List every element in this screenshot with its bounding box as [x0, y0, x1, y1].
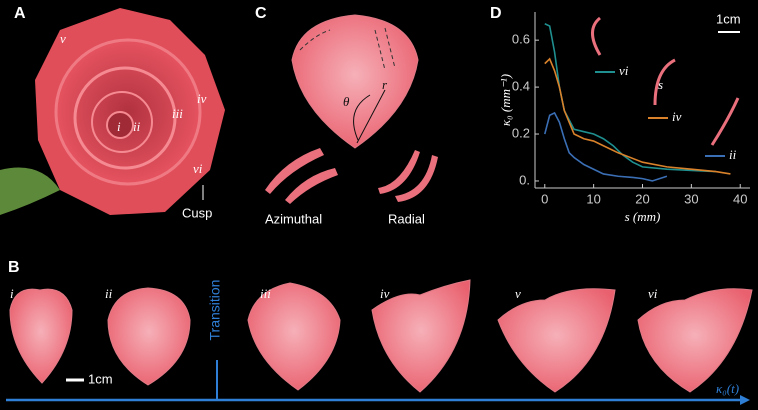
- x-tick-label: 40: [733, 191, 747, 206]
- rose-label: ii: [133, 119, 141, 134]
- y-tick-label: 0.2: [512, 125, 530, 140]
- legend-label: vi: [619, 63, 629, 78]
- y-tick-label: 0.6: [512, 32, 530, 47]
- transition-label: Transition: [207, 280, 223, 341]
- rose-label: i: [117, 119, 121, 134]
- rose-label: vi: [193, 161, 203, 176]
- panel-label: A: [14, 5, 26, 22]
- azimuthal-strips: [265, 148, 338, 204]
- theta-label: θ: [343, 94, 350, 109]
- inset-petal: [710, 97, 740, 146]
- petal-label: iii: [260, 286, 271, 301]
- kappa-axis-label: κ₀(t): [716, 381, 739, 396]
- radial-strips: [378, 150, 438, 202]
- petal-photo: [291, 14, 419, 149]
- data-line: [543, 111, 668, 182]
- scale-label: 1cm: [716, 11, 741, 26]
- petal-label: iv: [380, 286, 390, 301]
- petal-label: vi: [648, 286, 658, 301]
- r-label: r: [382, 77, 388, 92]
- x-tick-label: 30: [684, 191, 698, 206]
- cut-lines: [299, 27, 396, 71]
- rose-label: iii: [172, 106, 183, 121]
- panel-label: D: [490, 5, 502, 22]
- polar-arrows: [353, 89, 386, 144]
- rose-label: iv: [197, 91, 207, 106]
- scale-label: 1cm: [88, 371, 113, 386]
- petal-label: v: [515, 286, 521, 301]
- inset-s-label: s: [658, 77, 663, 92]
- kappa-arrowhead: [740, 395, 750, 405]
- y-axis-label: κ₀ (mm⁻¹): [498, 74, 513, 126]
- radial-label: Radial: [388, 211, 425, 226]
- inset-petal: [591, 16, 602, 56]
- panel-label: B: [8, 259, 20, 276]
- data-line: [544, 57, 731, 175]
- curvature-chart: 0. 0.2 0.4 0.6 0 10 20 30 40 s (mm) κ₀ (mm⁻¹) 1cm vi…: [498, 11, 750, 224]
- petal-row: [9, 279, 753, 393]
- petal-label: ii: [105, 286, 113, 301]
- petal-label: i: [10, 286, 14, 301]
- x-tick-label: 10: [586, 191, 600, 206]
- legend-label: ii: [729, 147, 737, 162]
- rose-label: v: [60, 31, 66, 46]
- azimuthal-label: Azimuthal: [265, 211, 322, 226]
- rose-photo: [0, 8, 225, 215]
- y-tick-label: 0.4: [512, 79, 530, 94]
- x-tick-label: 20: [635, 191, 649, 206]
- x-tick-label: 0: [541, 191, 548, 206]
- inset-petal: [653, 58, 676, 106]
- x-axis-label: s (mm): [625, 209, 661, 224]
- data-line: [544, 23, 716, 173]
- cusp-label: Cusp: [182, 205, 212, 220]
- panel-label: C: [255, 5, 267, 22]
- legend-label: iv: [672, 109, 682, 124]
- y-tick-label: 0.: [519, 172, 530, 187]
